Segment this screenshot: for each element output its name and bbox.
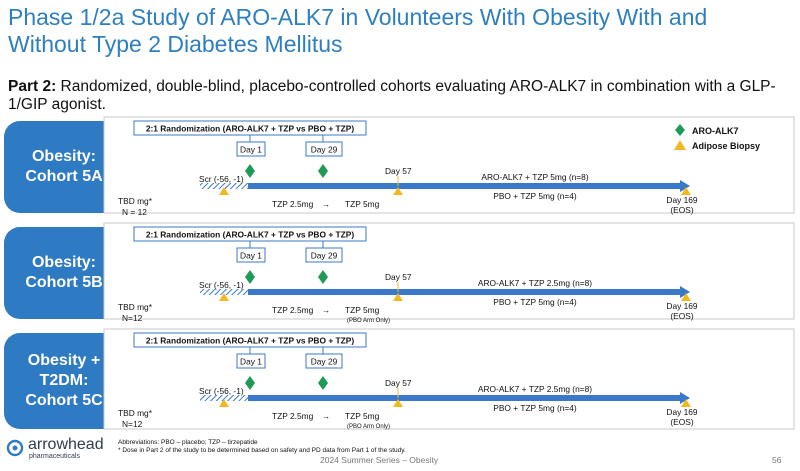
day169-biopsy-triangle-icon [681,399,691,407]
sample-size-label: N=12 [122,419,143,429]
pbo-arm-note: (PBO Arm Only) [347,318,390,324]
tzp-escalation-arrow-icon: → [322,305,330,315]
day57-label: Day 57 [385,378,412,388]
tbd-dose-label: TBD mg* [118,408,153,418]
day57-biopsy-triangle-icon [393,399,403,407]
timeline-arrow-head-icon [680,180,690,192]
legend-drug-label: ARO-ALK7 [692,126,739,136]
placebo-arm-label: PBO + TZP 5mg (n=4) [493,403,577,413]
tzp-escalated-dose: TZP 5mg [345,199,380,209]
end-eos-label: (EOS) [670,417,693,427]
sample-size-label: N = 12 [122,207,147,217]
tzp-escalation-arrow-icon: → [322,411,330,421]
randomization-label: 2:1 Randomization (ARO-ALK7 + TZP vs PBO… [146,230,355,240]
cohort-label-line: T2DM: [39,372,89,389]
logo-sub: pharmaceuticals [29,453,80,460]
footnotes: Abbreviations: PBO – placebo; TZP – tirz… [118,439,406,455]
tzp-start-dose: TZP 2.5mg [272,199,314,209]
cohort-label-line: Cohort 5B [25,274,103,291]
day29-box [305,141,343,157]
day57-label: Day 57 [385,166,412,176]
day57-label: Day 57 [385,272,412,282]
day29-label: Day 29 [311,145,338,155]
end-day-label: Day 169 [666,301,698,311]
active-arm-label: ARO-ALK7 + TZP 5mg (n=8) [481,172,588,182]
screening-label: Scr (-56, -1) [199,174,244,184]
legend-biopsy-triangle-icon [674,140,686,150]
cohort-label-line: Obesity + [27,352,101,369]
legend-drug-diamond-icon [675,124,685,136]
active-arm-label: ARO-ALK7 + TZP 2.5mg (n=8) [478,384,592,394]
day29-dose-diamond-icon [318,164,328,178]
sample-size-label: N=12 [122,313,143,323]
timeline-arrow-head-icon [680,286,690,298]
cohort-label-line: Obesity: [31,148,96,165]
day29-box [305,353,343,369]
cohort-label-line: Cohort 5A [25,168,103,185]
series-label: 2024 Summer Series – Obesity [320,455,439,465]
end-day-label: Day 169 [666,195,698,205]
timeline-bar [248,395,680,401]
day169-biopsy-triangle-icon [681,187,691,195]
screening-label: Scr (-56, -1) [199,280,244,290]
slide-title: Phase 1/2a Study of ARO-ALK7 in Voluntee… [8,4,708,57]
day29-dose-diamond-icon [318,270,328,284]
cohort-label-line: Cohort 5C [25,392,103,409]
screening-hatch-bar [200,395,248,401]
placebo-arm-label: PBO + TZP 5mg (n=4) [493,191,577,201]
day1-dose-diamond-icon [245,164,255,178]
timeline-arrow-head-icon [680,392,690,404]
day1-label: Day 1 [240,357,262,367]
dose-note: * Dose in Part 2 of the study to be dete… [118,447,406,454]
legend: ARO-ALK7 Adipose Biopsy [674,124,760,151]
legend-biopsy-label: Adipose Biopsy [692,141,760,151]
randomization-label: 2:1 Randomization (ARO-ALK7 + TZP vs PBO… [146,124,355,134]
arrowhead-logo-icon [6,439,24,457]
day169-biopsy-triangle-icon [681,293,691,301]
timeline-bar [248,183,680,189]
page-number: 56 [772,455,782,465]
timeline-bar [248,289,680,295]
day29-dose-diamond-icon [318,376,328,390]
tzp-escalation-arrow-icon: → [322,199,330,209]
tbd-dose-label: TBD mg* [118,196,153,206]
subtitle-text: Randomized, double-blind, placebo-contro… [8,78,776,113]
day1-label: Day 1 [240,145,262,155]
screening-biopsy-triangle-icon [219,399,229,407]
end-eos-label: (EOS) [670,311,693,321]
subtitle-lead: Part 2: [8,78,57,95]
day1-box [236,247,266,263]
day1-dose-diamond-icon [245,376,255,390]
day1-box [236,141,266,157]
day29-label: Day 29 [311,357,338,367]
end-day-label: Day 169 [666,407,698,417]
logo-name: arrowhead [28,436,104,453]
tzp-escalated-dose: TZP 5mg [345,305,380,315]
screening-hatch-bar [200,183,248,189]
day57-biopsy-triangle-icon [393,293,403,301]
slide-subtitle: Part 2: Randomized, double-blind, placeb… [8,78,788,114]
placebo-arm-label: PBO + TZP 5mg (n=4) [493,297,577,307]
tzp-start-dose: TZP 2.5mg [272,411,314,421]
day1-dose-diamond-icon [245,270,255,284]
screening-label: Scr (-56, -1) [199,386,244,396]
screening-biopsy-triangle-icon [219,187,229,195]
pbo-arm-note: (PBO Arm Only) [347,424,390,430]
screening-biopsy-triangle-icon [219,293,229,301]
day29-label: Day 29 [311,251,338,261]
tbd-dose-label: TBD mg* [118,302,153,312]
abbreviations-note: Abbreviations: PBO – placebo; TZP – tirz… [118,439,258,446]
active-arm-label: ARO-ALK7 + TZP 2.5mg (n=8) [478,278,592,288]
tzp-escalated-dose: TZP 5mg [345,411,380,421]
day29-box [305,247,343,263]
tzp-start-dose: TZP 2.5mg [272,305,314,315]
day57-biopsy-triangle-icon [393,187,403,195]
screening-hatch-bar [200,289,248,295]
day1-label: Day 1 [240,251,262,261]
randomization-label: 2:1 Randomization (ARO-ALK7 + TZP vs PBO… [146,336,355,346]
day1-box [236,353,266,369]
end-eos-label: (EOS) [670,205,693,215]
cohort-label-line: Obesity: [31,254,96,271]
